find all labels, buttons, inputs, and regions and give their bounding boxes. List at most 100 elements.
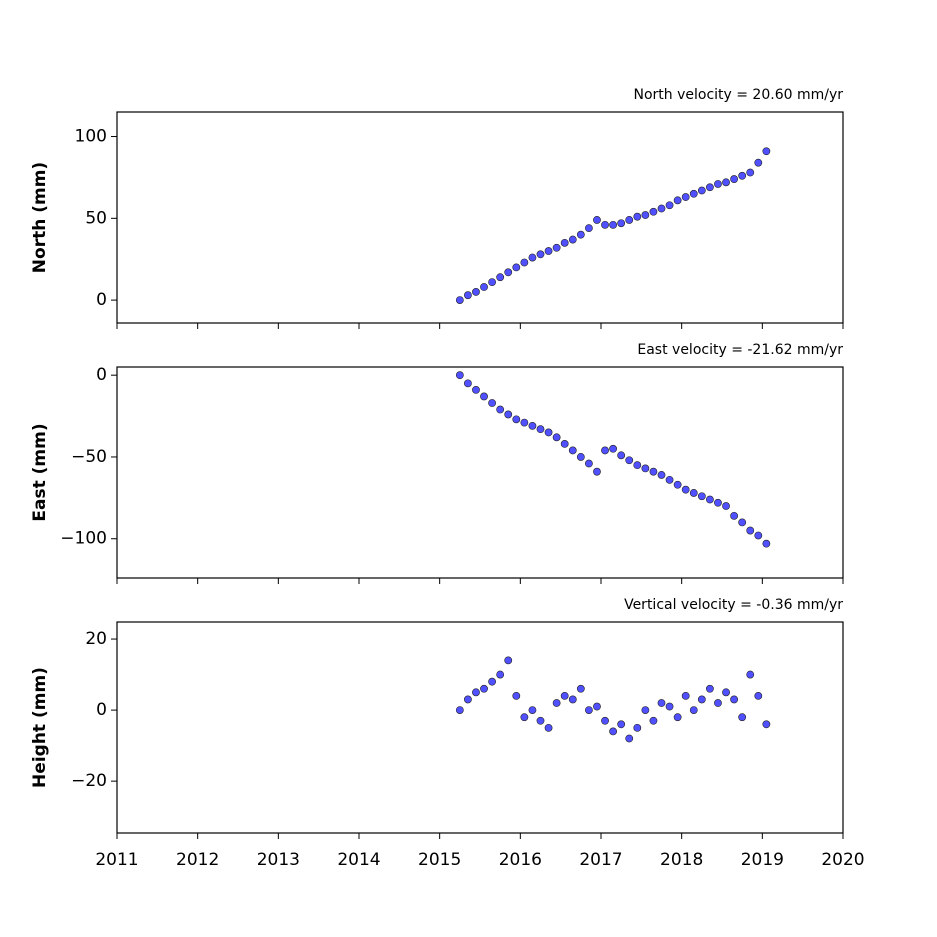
point [504, 410, 513, 419]
point [697, 492, 706, 501]
point [576, 230, 585, 239]
point [544, 723, 553, 732]
point [585, 459, 593, 468]
point [528, 421, 537, 430]
point [472, 288, 480, 296]
point [665, 201, 674, 210]
x-tick-label: 2016 [499, 850, 542, 870]
point [520, 418, 529, 427]
point [625, 456, 634, 465]
point [520, 713, 529, 722]
point [625, 734, 634, 743]
point [504, 268, 513, 277]
point [681, 193, 690, 201]
point [512, 263, 521, 272]
panel-title: North velocity = 20.60 mm/yr [633, 87, 843, 103]
y-tick-label: −50 [71, 447, 107, 467]
point [496, 405, 505, 414]
point [585, 706, 593, 714]
point [593, 467, 601, 476]
point [544, 428, 553, 437]
point [472, 385, 480, 394]
point [633, 461, 642, 470]
point [552, 243, 561, 252]
point [536, 425, 545, 434]
point [641, 706, 650, 714]
point [617, 451, 626, 460]
x-tick-label: 2014 [337, 850, 380, 870]
point [504, 656, 513, 665]
point [593, 702, 601, 711]
point [649, 716, 658, 725]
y-tick-label: 50 [85, 208, 107, 228]
point [697, 186, 706, 195]
y-tick-label: 100 [75, 127, 107, 147]
point [649, 467, 658, 476]
y-axis-label: Height (mm) [30, 667, 50, 788]
point [673, 713, 682, 722]
x-tick-label: 2015 [418, 850, 461, 870]
x-tick-label: 2013 [257, 850, 300, 870]
point [714, 498, 722, 507]
x-tick-label: 2018 [660, 850, 703, 870]
point [609, 727, 617, 736]
point [722, 688, 730, 697]
point [528, 706, 537, 714]
point [480, 684, 488, 693]
point [649, 207, 658, 216]
point [738, 171, 747, 180]
axes-frame [116, 111, 844, 324]
point [641, 211, 650, 219]
point [601, 220, 609, 229]
x-tick-label: 2019 [741, 850, 784, 870]
y-tick-label: 0 [96, 290, 107, 310]
point [681, 485, 690, 494]
point [681, 691, 690, 700]
point [633, 723, 642, 732]
point [552, 699, 561, 707]
panel-title: Vertical velocity = -0.36 mm/yr [624, 597, 843, 613]
point [617, 219, 626, 228]
y-tick-label: 0 [96, 365, 107, 385]
axes-frame [116, 366, 844, 579]
y-tick-label: 20 [85, 629, 107, 649]
point [496, 670, 505, 679]
point [673, 196, 682, 205]
point [463, 379, 472, 388]
point [689, 489, 698, 497]
point [754, 531, 763, 540]
y-tick-label: 0 [96, 700, 107, 720]
point [633, 212, 642, 221]
point [528, 253, 537, 262]
point [544, 247, 553, 255]
point [762, 539, 771, 548]
point [714, 180, 722, 188]
point [762, 720, 771, 729]
point [609, 220, 617, 229]
point [601, 446, 609, 455]
point [746, 526, 755, 535]
point [552, 433, 561, 442]
y-axis-label: East (mm) [30, 423, 50, 521]
axes-frame [116, 621, 844, 834]
point [488, 278, 496, 287]
point [463, 291, 472, 300]
point [520, 258, 529, 267]
point [722, 502, 730, 510]
point [536, 250, 545, 259]
y-tick-label: −20 [71, 771, 107, 791]
point [730, 175, 738, 183]
point [512, 691, 521, 700]
y-tick-label: −100 [60, 529, 107, 549]
point [496, 273, 505, 282]
point [488, 399, 496, 407]
x-tick-label: 2011 [95, 850, 138, 870]
point [617, 720, 626, 729]
y-axis-label: North (mm) [30, 162, 50, 273]
point [560, 691, 569, 700]
point [568, 695, 577, 704]
point [641, 464, 650, 473]
point [609, 444, 617, 453]
point [455, 296, 464, 305]
